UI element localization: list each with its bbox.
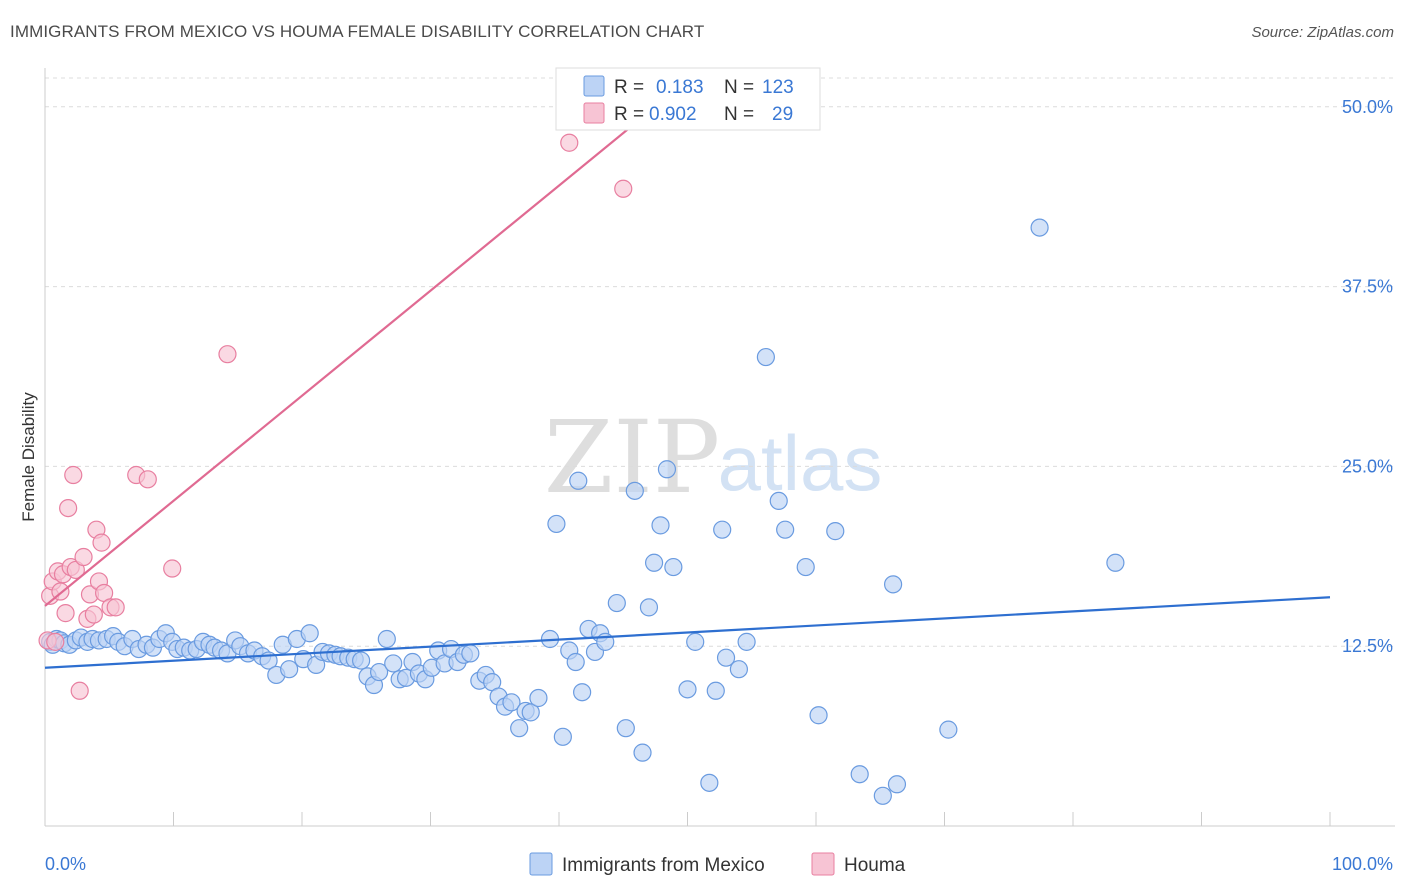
mexico-point <box>939 720 958 739</box>
mexico-point <box>850 765 869 784</box>
houma-point <box>614 179 633 198</box>
mexico-point <box>686 632 705 651</box>
mexico-point <box>566 652 585 672</box>
mexico-point <box>300 624 319 643</box>
mexico-point <box>873 786 892 805</box>
stats-r-label-houma: R = <box>614 104 644 125</box>
mexico-point <box>737 632 756 651</box>
y-tick-labels: 12.5% 25.0% 37.5% 50.0% <box>1342 97 1393 656</box>
trend-line-houma <box>44 105 657 607</box>
houma-point <box>106 598 125 617</box>
houma-point <box>56 604 75 623</box>
mexico-point <box>510 719 529 738</box>
mexico-point <box>700 773 719 792</box>
stats-n-value-houma: 29 <box>772 104 793 125</box>
x-tick-label-max: 100.0% <box>1332 854 1393 874</box>
houma-point <box>92 533 111 552</box>
houma-point <box>46 632 65 651</box>
trend-line-mexico <box>44 596 1331 669</box>
mexico-point <box>553 727 572 746</box>
mexico-point <box>664 557 683 577</box>
stats-swatch-mexico <box>583 75 605 97</box>
legend-label-houma: Houma <box>844 855 906 876</box>
series-houma <box>38 133 633 700</box>
mexico-point <box>713 520 732 539</box>
mexico-point <box>883 575 903 594</box>
mexico-point <box>716 648 736 667</box>
mexico-point <box>352 651 371 670</box>
houma-point <box>218 345 237 364</box>
mexico-point <box>461 644 480 663</box>
watermark-atlas: atlas <box>718 419 883 507</box>
mexico-point <box>657 460 677 479</box>
stats-swatch-houma <box>583 102 605 124</box>
mexico-point <box>651 516 670 535</box>
stats-r-label-mexico: R = <box>614 77 644 98</box>
mexico-point <box>607 593 626 613</box>
mexico-point <box>502 693 521 712</box>
x-tick-labels: 0.0% 100.0% <box>45 854 1393 874</box>
mexico-point <box>644 553 664 572</box>
mexico-point <box>633 743 652 762</box>
watermark: ZIP atlas <box>544 399 883 516</box>
houma-point <box>59 499 78 518</box>
mexico-point <box>826 522 845 541</box>
mexico-point <box>1106 553 1125 572</box>
stats-n-value-mexico: 123 <box>762 77 794 98</box>
mexico-point <box>547 514 566 534</box>
stats-r-value-houma: 0.902 <box>649 104 697 125</box>
houma-point <box>74 547 93 567</box>
y-axis-label: Female Disability <box>19 392 38 522</box>
mexico-point <box>776 520 795 539</box>
legend-swatch-mexico <box>529 852 553 876</box>
axes <box>44 68 1395 827</box>
series-legend: Immigrants from Mexico Houma <box>529 852 906 876</box>
mexico-point <box>809 706 828 725</box>
mexico-point <box>521 703 540 722</box>
mexico-point <box>1030 218 1049 237</box>
houma-point <box>64 465 83 485</box>
mexico-point <box>616 719 635 738</box>
mexico-point <box>529 688 548 708</box>
mexico-point <box>887 775 907 794</box>
y-tick-label: 25.0% <box>1342 456 1393 476</box>
chart-title: IMMIGRANTS FROM MEXICO VS HOUMA FEMALE D… <box>10 22 705 41</box>
houma-point <box>70 681 89 700</box>
mexico-point <box>280 660 299 679</box>
mexico-point <box>573 683 592 702</box>
houma-point <box>560 133 579 152</box>
mexico-point <box>796 557 815 577</box>
y-tick-label: 37.5% <box>1342 277 1393 297</box>
mexico-point <box>769 491 788 511</box>
mexico-point <box>370 662 389 682</box>
stats-legend: R = 0.183 N = 123 R = 0.902 N = 29 <box>555 67 821 131</box>
houma-point <box>163 559 182 578</box>
x-tick-label-min: 0.0% <box>45 854 86 874</box>
source-label: Source: ZipAtlas.com <box>1251 24 1394 41</box>
trend-lines <box>44 105 1331 669</box>
mexico-point <box>678 680 697 699</box>
mexico-point <box>569 471 588 490</box>
mexico-point <box>377 629 396 649</box>
mexico-point <box>706 681 725 700</box>
legend-swatch-houma <box>811 852 835 876</box>
mexico-point <box>639 598 659 617</box>
legend-label-mexico: Immigrants from Mexico <box>562 855 765 876</box>
series-immigrants-from-mexico <box>41 218 1125 805</box>
stats-n-label-mexico: N = <box>724 77 754 98</box>
mexico-point <box>729 660 749 679</box>
mexico-point <box>625 481 644 500</box>
mexico-point <box>384 654 403 673</box>
y-tick-label: 50.0% <box>1342 97 1393 117</box>
stats-n-label-houma: N = <box>724 104 754 125</box>
mexico-point <box>756 347 775 367</box>
gridlines <box>45 77 1395 647</box>
y-tick-label: 12.5% <box>1342 636 1393 656</box>
houma-point <box>138 470 157 489</box>
houma-point <box>84 605 103 624</box>
stats-r-value-mexico: 0.183 <box>656 77 704 98</box>
